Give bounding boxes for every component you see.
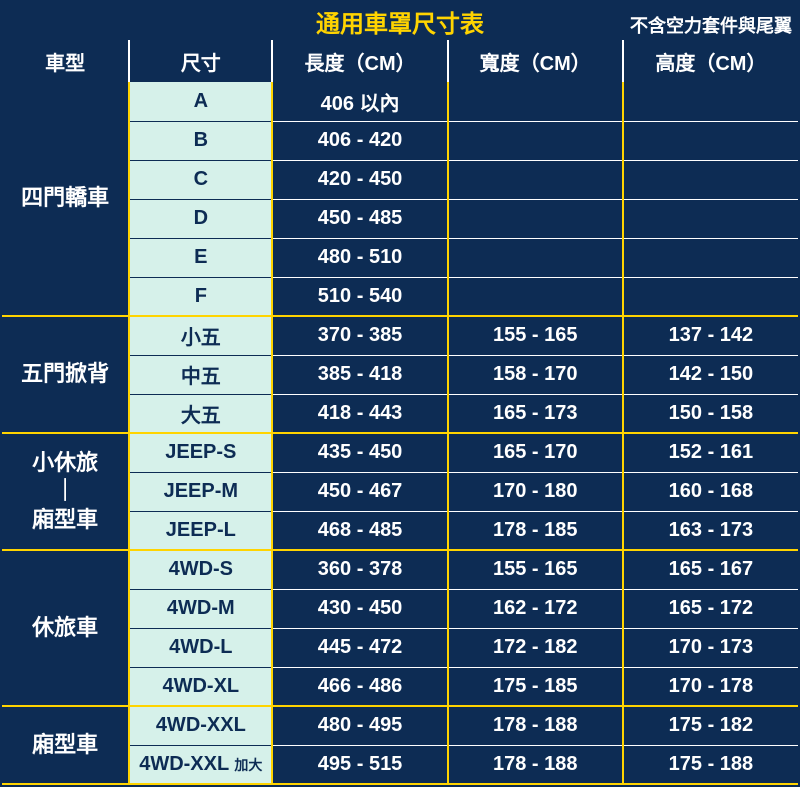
length-cell: 450 - 485 [272,199,447,238]
category-cell: 休旅車 [2,550,129,706]
length-cell: 480 - 495 [272,706,447,745]
width-cell: 165 - 170 [448,433,623,472]
length-cell: 450 - 467 [272,472,447,511]
height-cell: 175 - 188 [623,745,798,784]
header-size: 尺寸 [129,40,272,82]
size-cell: JEEP-L [129,511,272,550]
category-cell: 小休旅｜廂型車 [2,433,129,550]
height-cell: 175 - 182 [623,706,798,745]
size-cell: F [129,277,272,316]
length-cell: 480 - 510 [272,238,447,277]
width-cell [448,121,623,160]
size-cell: JEEP-S [129,433,272,472]
height-cell: 137 - 142 [623,316,798,355]
size-cell: 4WD-M [129,589,272,628]
width-cell: 172 - 182 [448,628,623,667]
height-cell [623,82,798,121]
table-row: 四門轎車A406 以內 [2,82,798,121]
title-row: 通用車罩尺寸表 不含空力套件與尾翼 [2,2,798,40]
height-cell [623,277,798,316]
size-cell: 4WD-XXL 加大 [129,745,272,784]
width-cell [448,238,623,277]
length-cell: 420 - 450 [272,160,447,199]
height-cell: 165 - 172 [623,589,798,628]
width-cell: 178 - 188 [448,745,623,784]
length-cell: 468 - 485 [272,511,447,550]
length-cell: 360 - 378 [272,550,447,589]
length-cell: 406 - 420 [272,121,447,160]
table-row: 廂型車4WD-XXL480 - 495178 - 188175 - 182 [2,706,798,745]
width-cell [448,160,623,199]
table-row: 小休旅｜廂型車JEEP-S435 - 450165 - 170152 - 161 [2,433,798,472]
height-cell [623,199,798,238]
size-chart-table: 通用車罩尺寸表 不含空力套件與尾翼 車型 尺寸 長度（CM） 寬度（CM） 高度… [0,0,800,787]
length-cell: 418 - 443 [272,394,447,433]
height-cell: 163 - 173 [623,511,798,550]
height-cell: 170 - 178 [623,667,798,706]
width-cell [448,199,623,238]
width-cell: 165 - 173 [448,394,623,433]
width-cell: 178 - 188 [448,706,623,745]
category-cell: 廂型車 [2,706,129,784]
width-cell: 155 - 165 [448,550,623,589]
length-cell: 430 - 450 [272,589,447,628]
width-cell: 162 - 172 [448,589,623,628]
sub-title: 不含空力套件與尾翼 [630,12,792,38]
category-cell: 四門轎車 [2,82,129,316]
length-cell: 435 - 450 [272,433,447,472]
width-cell: 175 - 185 [448,667,623,706]
size-cell: 4WD-XL [129,667,272,706]
size-cell: E [129,238,272,277]
height-cell: 160 - 168 [623,472,798,511]
length-cell: 370 - 385 [272,316,447,355]
width-cell [448,82,623,121]
length-cell: 406 以內 [272,82,447,121]
data-table: 車型 尺寸 長度（CM） 寬度（CM） 高度（CM） 四門轎車A406 以內B4… [2,40,798,785]
table-row: 五門掀背小五370 - 385155 - 165137 - 142 [2,316,798,355]
height-cell: 170 - 173 [623,628,798,667]
length-cell: 495 - 515 [272,745,447,784]
header-length: 長度（CM） [272,40,447,82]
header-category: 車型 [2,40,129,82]
height-cell: 150 - 158 [623,394,798,433]
height-cell: 152 - 161 [623,433,798,472]
header-height: 高度（CM） [623,40,798,82]
size-cell: 小五 [129,316,272,355]
length-cell: 445 - 472 [272,628,447,667]
height-cell: 165 - 167 [623,550,798,589]
length-cell: 466 - 486 [272,667,447,706]
size-cell: 4WD-S [129,550,272,589]
width-cell: 155 - 165 [448,316,623,355]
size-cell: B [129,121,272,160]
size-cell: C [129,160,272,199]
height-cell [623,121,798,160]
size-cell: JEEP-M [129,472,272,511]
size-cell: 4WD-L [129,628,272,667]
width-cell: 170 - 180 [448,472,623,511]
height-cell: 142 - 150 [623,355,798,394]
size-cell: 4WD-XXL [129,706,272,745]
width-cell: 158 - 170 [448,355,623,394]
header-width: 寬度（CM） [448,40,623,82]
height-cell [623,238,798,277]
width-cell: 178 - 185 [448,511,623,550]
size-cell: D [129,199,272,238]
table-row: 休旅車4WD-S360 - 378155 - 165165 - 167 [2,550,798,589]
size-cell: 大五 [129,394,272,433]
category-cell: 五門掀背 [2,316,129,433]
header-row: 車型 尺寸 長度（CM） 寬度（CM） 高度（CM） [2,40,798,82]
width-cell [448,277,623,316]
height-cell [623,160,798,199]
length-cell: 510 - 540 [272,277,447,316]
size-cell: 中五 [129,355,272,394]
size-cell: A [129,82,272,121]
length-cell: 385 - 418 [272,355,447,394]
